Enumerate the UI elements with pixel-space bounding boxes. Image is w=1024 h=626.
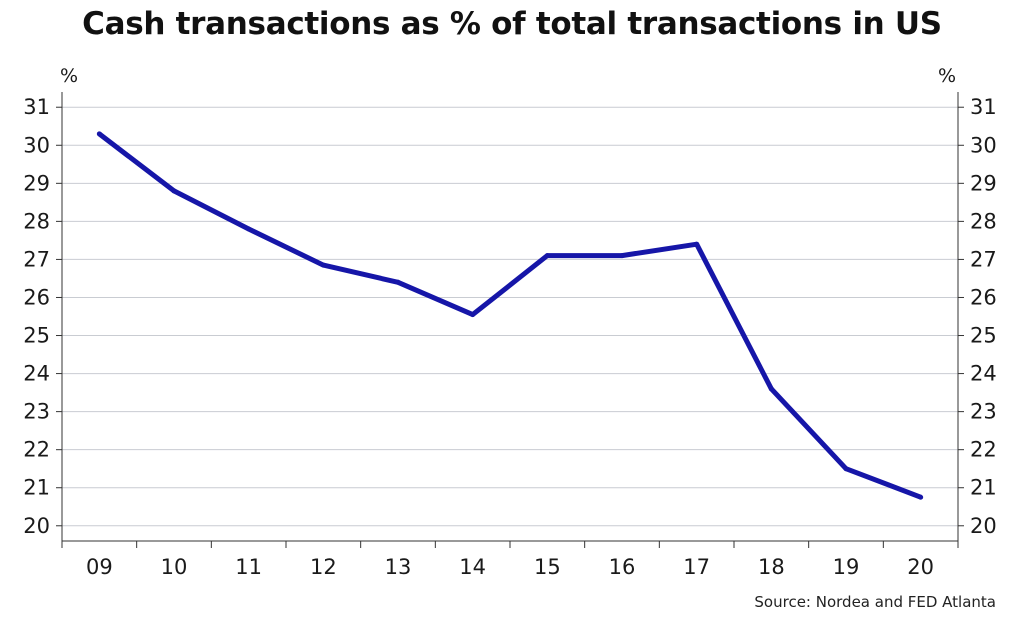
- y-tick-label-left: 27: [23, 247, 50, 271]
- series-line: [97, 131, 922, 500]
- grid-lines: [62, 106, 958, 527]
- y-tick-label-left: 31: [23, 95, 50, 119]
- x-tick-label: 10: [161, 555, 188, 579]
- x-tick-label: 09: [86, 555, 113, 579]
- x-tick-label: 14: [459, 555, 486, 579]
- y-axis-left-ticks: 20 21 22 23 24 25 26 27 28 29 30 31: [23, 95, 62, 538]
- y-axis-right-ticks: 20 21 22 23 24 25 26 27 28 29 30 31: [958, 95, 997, 538]
- x-tick-label: 20: [907, 555, 934, 579]
- data-point: [320, 262, 326, 268]
- y-tick-label-left: 29: [23, 171, 50, 195]
- x-tick-label: 15: [534, 555, 561, 579]
- data-point: [470, 312, 476, 318]
- chart-title: Cash transactions as % of total transact…: [82, 6, 942, 42]
- x-tick-label: 17: [683, 555, 710, 579]
- y-tick-label-right: 20: [970, 514, 997, 538]
- x-tick-label: 13: [385, 555, 412, 579]
- y-tick-label-right: 23: [970, 400, 997, 424]
- y-tick-label-left: 26: [23, 285, 50, 309]
- y-tick-label-left: 24: [23, 362, 50, 386]
- x-tick-label: 11: [235, 555, 262, 579]
- axes: [61, 92, 959, 542]
- source-note: Source: Nordea and FED Atlanta: [754, 593, 996, 611]
- data-point: [619, 253, 625, 259]
- y-tick-label-right: 27: [970, 247, 997, 271]
- y-tick-label-right: 26: [970, 285, 997, 309]
- y-tick-label-right: 21: [970, 476, 997, 500]
- y-tick-label-left: 30: [23, 133, 50, 157]
- y-tick-label-right: 29: [970, 171, 997, 195]
- data-point: [768, 386, 774, 392]
- x-tick-label: 12: [310, 555, 337, 579]
- x-axis-ticks: 09 10 11 12 13 14 15 16 17 18 19 20: [61, 541, 959, 579]
- y-tick-label-right: 22: [970, 438, 997, 462]
- data-point: [918, 494, 924, 500]
- y-tick-label-left: 22: [23, 438, 50, 462]
- y-tick-label-left: 20: [23, 514, 50, 538]
- x-tick-label: 16: [609, 555, 636, 579]
- y-tick-label-right: 31: [970, 95, 997, 119]
- y-tick-label-right: 24: [970, 362, 997, 386]
- data-point: [246, 226, 252, 232]
- y-unit-right: %: [938, 65, 956, 87]
- y-tick-label-left: 21: [23, 476, 50, 500]
- y-tick-label-right: 28: [970, 209, 997, 233]
- y-tick-label-left: 28: [23, 209, 50, 233]
- series-layer: [96, 131, 924, 500]
- x-tick-label: 19: [833, 555, 860, 579]
- y-unit-left: %: [60, 65, 78, 87]
- data-point: [694, 241, 700, 247]
- y-tick-label-left: 25: [23, 324, 50, 348]
- y-tick-label-left: 23: [23, 400, 50, 424]
- data-point: [96, 131, 102, 137]
- data-point: [171, 188, 177, 194]
- data-point: [544, 253, 550, 259]
- data-point: [395, 279, 401, 285]
- data-point: [843, 466, 849, 472]
- y-tick-label-right: 30: [970, 133, 997, 157]
- x-tick-label: 18: [758, 555, 785, 579]
- y-tick-label-right: 25: [970, 324, 997, 348]
